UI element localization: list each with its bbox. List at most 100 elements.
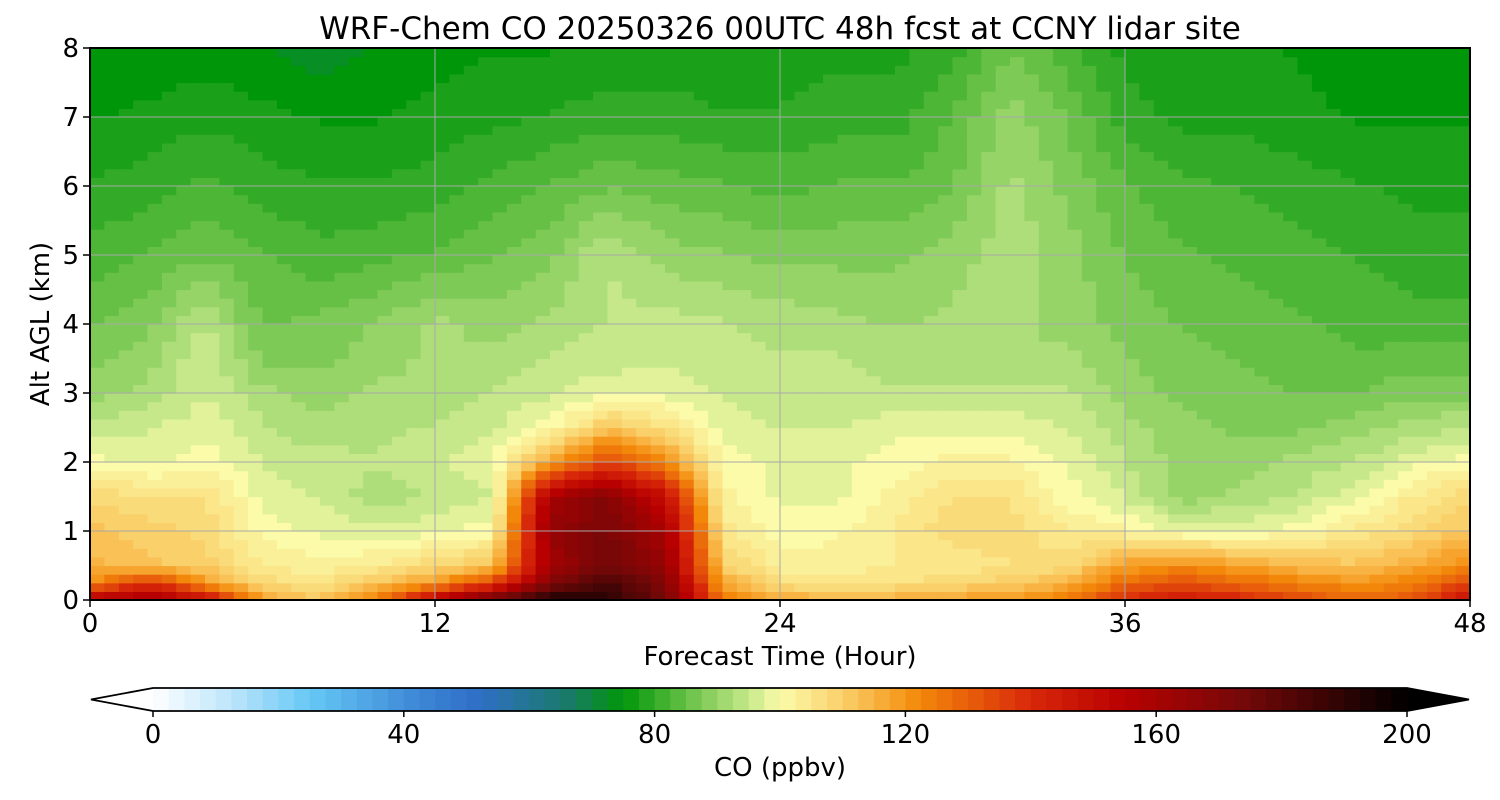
heatmap-cell	[305, 427, 321, 437]
heatmap-cell	[1283, 591, 1299, 601]
heatmap-cell	[1096, 410, 1112, 420]
heatmap-cell	[1240, 211, 1255, 222]
heatmap-cell	[248, 298, 264, 308]
heatmap-cell	[1398, 427, 1414, 437]
heatmap-cell	[1096, 384, 1112, 394]
heatmap-cell	[1110, 401, 1126, 411]
heatmap-cell	[736, 332, 752, 342]
heatmap-cell	[1398, 246, 1414, 256]
heatmap-cell	[377, 324, 393, 334]
heatmap-cell	[1225, 358, 1241, 368]
heatmap-cell	[665, 401, 680, 411]
heatmap-cell	[1311, 496, 1327, 506]
heatmap-cell	[521, 496, 537, 506]
heatmap-cell	[880, 531, 896, 541]
heatmap-cell	[133, 263, 149, 273]
heatmap-cell	[722, 177, 738, 187]
heatmap-cell	[837, 574, 853, 584]
heatmap-cell	[1125, 306, 1140, 316]
heatmap-cell	[1398, 341, 1414, 351]
heatmap-cell	[1355, 151, 1370, 161]
heatmap-cell	[492, 272, 508, 282]
heatmap-cell	[1426, 177, 1442, 187]
heatmap-cell	[104, 211, 120, 222]
heatmap-cell	[650, 298, 666, 308]
heatmap-cell	[952, 203, 968, 213]
heatmap-cell	[693, 479, 709, 489]
heatmap-cell	[1326, 349, 1342, 360]
heatmap-cell	[880, 453, 896, 463]
heatmap-cell	[1153, 168, 1169, 178]
heatmap-cell	[1254, 177, 1270, 187]
heatmap-cell	[851, 186, 867, 196]
heatmap-cell	[564, 427, 580, 437]
heatmap-cell	[1412, 582, 1428, 592]
heatmap-cell	[463, 168, 479, 178]
heatmap-cell	[952, 470, 968, 480]
heatmap-cell	[1225, 177, 1241, 187]
heatmap-cell	[1441, 418, 1457, 429]
heatmap-cell	[1326, 436, 1342, 446]
heatmap-cell	[435, 160, 450, 170]
heatmap-cell	[305, 436, 321, 446]
heatmap-cell	[751, 160, 767, 170]
heatmap-cell	[291, 272, 307, 282]
heatmap-cell	[449, 220, 465, 230]
heatmap-cell	[1254, 280, 1270, 291]
heatmap-cell	[391, 367, 407, 377]
heatmap-cell	[1383, 427, 1399, 437]
heatmap-cell	[248, 263, 264, 273]
heatmap-cell	[521, 574, 537, 584]
heatmap-cell	[966, 436, 982, 446]
heatmap-cell	[133, 470, 149, 480]
heatmap-cell	[262, 444, 278, 454]
heatmap-cell	[363, 358, 379, 368]
heatmap-cell	[1398, 315, 1414, 325]
heatmap-cell	[1441, 574, 1457, 584]
heatmap-cell	[923, 539, 939, 549]
heatmap-cell	[679, 367, 695, 377]
heatmap-cell	[133, 194, 149, 204]
heatmap-cell	[104, 505, 120, 515]
heatmap-cell	[449, 384, 465, 394]
heatmap-cell	[808, 186, 824, 196]
heatmap-cell	[780, 522, 795, 532]
heatmap-cell	[521, 393, 537, 403]
heatmap-cell	[205, 341, 220, 351]
heatmap-cell	[621, 186, 637, 196]
heatmap-cell	[1240, 375, 1255, 385]
heatmap-cell	[291, 349, 307, 360]
heatmap-cell	[291, 444, 307, 454]
heatmap-cell	[1441, 393, 1457, 403]
heatmap-cell	[1168, 160, 1184, 170]
heatmap-cell	[1196, 470, 1212, 480]
heatmap-cell	[909, 496, 925, 506]
heatmap-cell	[90, 289, 105, 299]
heatmap-cell	[1211, 324, 1227, 334]
heatmap-cell	[363, 462, 379, 472]
heatmap-cell	[1340, 186, 1356, 196]
heatmap-cell	[866, 539, 882, 549]
heatmap-cell	[363, 367, 379, 377]
heatmap-cell	[837, 194, 853, 204]
heatmap-cell	[593, 220, 609, 230]
heatmap-cell	[406, 539, 422, 549]
heatmap-cell	[521, 229, 537, 239]
heatmap-cell	[478, 582, 494, 592]
heatmap-cell	[463, 220, 479, 230]
heatmap-cell	[1096, 211, 1112, 222]
heatmap-cell	[205, 444, 220, 454]
heatmap-cell	[233, 220, 249, 230]
heatmap-cell	[406, 522, 422, 532]
heatmap-cell	[1297, 324, 1313, 334]
heatmap-cell	[751, 556, 767, 567]
heatmap-cell	[1067, 194, 1083, 204]
heatmap-cell	[506, 272, 522, 282]
heatmap-cell	[722, 229, 738, 239]
heatmap-cell	[693, 211, 709, 222]
heatmap-cell	[1283, 556, 1299, 567]
heatmap-cell	[161, 358, 177, 368]
heatmap-cell	[1383, 186, 1399, 196]
heatmap-cell	[535, 513, 551, 523]
heatmap-cell	[535, 556, 551, 567]
